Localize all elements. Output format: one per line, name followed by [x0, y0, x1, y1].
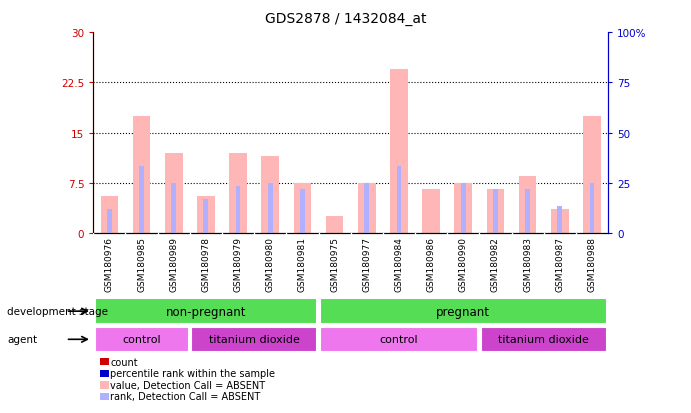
Bar: [320, 299, 607, 324]
Text: percentile rank within the sample: percentile rank within the sample: [110, 368, 275, 378]
Bar: [107, 210, 112, 233]
Text: non-pregnant: non-pregnant: [166, 305, 246, 318]
Bar: [525, 190, 530, 233]
Bar: [133, 116, 151, 233]
Text: titanium dioxide: titanium dioxide: [498, 335, 589, 344]
Bar: [358, 183, 376, 233]
Bar: [481, 327, 607, 352]
Bar: [171, 183, 176, 233]
Bar: [589, 183, 594, 233]
Bar: [397, 166, 401, 233]
Text: GSM180980: GSM180980: [266, 237, 275, 292]
Text: GSM180977: GSM180977: [362, 237, 371, 292]
Text: count: count: [110, 357, 138, 367]
Text: GSM180982: GSM180982: [491, 237, 500, 291]
Bar: [558, 206, 562, 233]
Text: GSM180981: GSM180981: [298, 237, 307, 292]
Bar: [583, 116, 601, 233]
Bar: [229, 153, 247, 233]
Bar: [268, 183, 273, 233]
Bar: [422, 190, 440, 233]
Text: GSM180979: GSM180979: [234, 237, 243, 292]
Text: GSM180987: GSM180987: [556, 237, 565, 292]
Bar: [390, 70, 408, 233]
Bar: [100, 197, 118, 233]
Bar: [165, 153, 182, 233]
Text: GSM180986: GSM180986: [426, 237, 435, 292]
Text: control: control: [122, 335, 161, 344]
Text: GSM180975: GSM180975: [330, 237, 339, 292]
Bar: [325, 217, 343, 233]
Text: development stage: development stage: [7, 306, 108, 316]
Bar: [294, 183, 311, 233]
Text: control: control: [379, 335, 418, 344]
Bar: [364, 183, 369, 233]
Text: GSM180976: GSM180976: [105, 237, 114, 292]
Bar: [493, 190, 498, 233]
Text: GSM180990: GSM180990: [459, 237, 468, 292]
Bar: [261, 157, 279, 233]
Text: GSM180984: GSM180984: [395, 237, 404, 291]
Bar: [139, 166, 144, 233]
Bar: [203, 200, 208, 233]
Bar: [320, 327, 478, 352]
Bar: [455, 183, 472, 233]
Text: rank, Detection Call = ABSENT: rank, Detection Call = ABSENT: [110, 392, 261, 401]
Text: GDS2878 / 1432084_at: GDS2878 / 1432084_at: [265, 12, 426, 26]
Bar: [191, 327, 317, 352]
Bar: [461, 183, 466, 233]
Text: GSM180988: GSM180988: [587, 237, 596, 292]
Bar: [95, 299, 317, 324]
Bar: [95, 327, 189, 352]
Text: GSM180989: GSM180989: [169, 237, 178, 292]
Bar: [519, 177, 536, 233]
Text: GSM180985: GSM180985: [137, 237, 146, 292]
Text: pregnant: pregnant: [436, 305, 491, 318]
Bar: [300, 190, 305, 233]
Text: GSM180978: GSM180978: [201, 237, 210, 292]
Bar: [236, 187, 240, 233]
Bar: [197, 197, 215, 233]
Bar: [486, 190, 504, 233]
Bar: [551, 210, 569, 233]
Text: GSM180983: GSM180983: [523, 237, 532, 292]
Text: agent: agent: [7, 335, 37, 344]
Text: titanium dioxide: titanium dioxide: [209, 335, 300, 344]
Text: value, Detection Call = ABSENT: value, Detection Call = ABSENT: [110, 380, 265, 390]
